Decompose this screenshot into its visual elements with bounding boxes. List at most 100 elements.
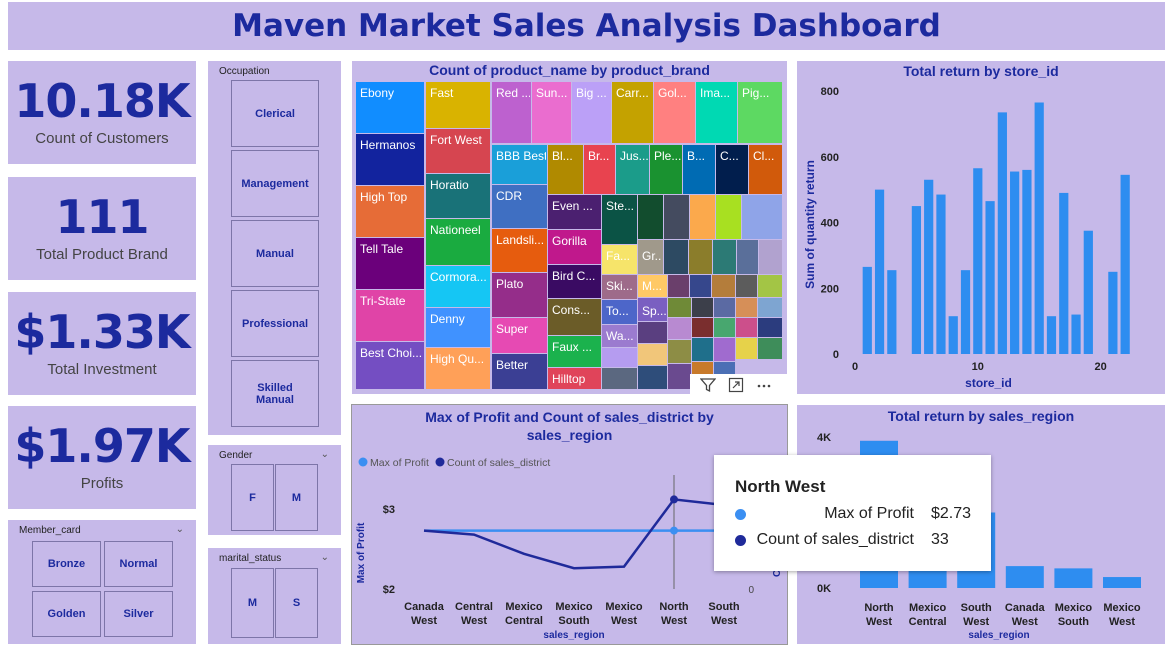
treemap-tile[interactable]	[668, 340, 691, 363]
treemap-tile[interactable]	[602, 300, 637, 324]
treemap-tile[interactable]	[492, 82, 531, 143]
occupation-option-manual[interactable]: Manual	[231, 220, 319, 287]
region-bar[interactable]	[1054, 568, 1093, 588]
treemap-tile[interactable]	[690, 195, 715, 239]
treemap-tile[interactable]	[736, 298, 757, 317]
focus-mode-icon[interactable]	[728, 377, 744, 393]
treemap-tile[interactable]	[616, 145, 649, 194]
treemap-tile[interactable]	[492, 185, 547, 228]
treemap-tile[interactable]	[426, 219, 490, 265]
treemap-tile[interactable]	[668, 298, 691, 317]
treemap-tile[interactable]	[426, 174, 490, 218]
kpi-card-customers[interactable]: 10.18K Count of Customers	[8, 61, 196, 164]
occupation-option-management[interactable]: Management	[231, 150, 319, 217]
treemap-tile[interactable]	[758, 275, 782, 297]
treemap-tile[interactable]	[602, 275, 637, 299]
marital-option-s[interactable]: S	[275, 568, 318, 638]
store-bar[interactable]	[1010, 171, 1020, 354]
store-bar[interactable]	[1034, 102, 1044, 354]
treemap-tile[interactable]	[638, 298, 667, 321]
legend-label[interactable]: Count of sales_district	[447, 457, 550, 469]
treemap-tile[interactable]	[426, 308, 490, 347]
series-point[interactable]	[670, 526, 678, 535]
kpi-card-profits[interactable]: $1.97K Profits	[8, 406, 196, 509]
treemap-tile[interactable]	[736, 318, 757, 337]
treemap-tile[interactable]	[749, 145, 782, 194]
treemap-tile[interactable]	[714, 338, 735, 361]
region-bar[interactable]	[1103, 577, 1141, 588]
treemap-tile[interactable]	[492, 229, 547, 272]
kpi-card-product-brand[interactable]: 111 Total Product Brand	[8, 177, 196, 280]
kpi-card-investment[interactable]: $1.33K Total Investment	[8, 292, 196, 395]
store-bar[interactable]	[997, 112, 1007, 355]
treemap-tile[interactable]	[650, 145, 682, 194]
treemap-tile[interactable]	[356, 238, 424, 289]
treemap-tile[interactable]	[638, 240, 663, 274]
treemap-tile[interactable]	[668, 364, 691, 389]
treemap-tile[interactable]	[532, 82, 571, 143]
occupation-option-professional[interactable]: Professional	[231, 290, 319, 357]
treemap-tile[interactable]	[716, 195, 741, 239]
store-bar[interactable]	[1022, 169, 1032, 354]
treemap-tile[interactable]	[742, 195, 782, 239]
treemap-tile[interactable]	[712, 275, 735, 297]
store-bar[interactable]	[1046, 316, 1057, 354]
treemap-tile[interactable]	[714, 318, 735, 337]
treemap-tile[interactable]	[356, 342, 424, 389]
treemap-tile[interactable]	[572, 82, 611, 143]
gender-option-f[interactable]: F	[231, 464, 274, 531]
store-bar[interactable]	[1071, 314, 1081, 354]
treemap-tile[interactable]	[664, 240, 688, 274]
treemap-tile[interactable]	[548, 230, 601, 264]
treemap-tile[interactable]	[356, 134, 424, 185]
treemap-tile[interactable]	[758, 338, 782, 359]
store-return-chart[interactable]: Total return by store_id 0 200 400 600 800 0 1…	[797, 61, 1165, 394]
treemap-tile[interactable]	[492, 354, 547, 389]
treemap-tile[interactable]	[713, 240, 736, 274]
treemap-tile[interactable]	[638, 366, 667, 389]
treemap-tile[interactable]	[426, 82, 490, 128]
series-line-count-district[interactable]	[423, 498, 725, 570]
treemap-tile[interactable]	[548, 336, 601, 367]
treemap-tile[interactable]	[714, 298, 735, 317]
treemap-tile[interactable]	[690, 275, 711, 297]
treemap-tile[interactable]	[716, 145, 748, 194]
treemap-tile[interactable]	[492, 145, 547, 184]
store-bar[interactable]	[1083, 230, 1093, 354]
treemap-tile[interactable]	[692, 298, 713, 317]
member-card-option-normal[interactable]: Normal	[104, 541, 173, 587]
store-bar[interactable]	[960, 270, 971, 354]
store-bar[interactable]	[985, 201, 995, 354]
treemap-tile[interactable]	[736, 275, 757, 297]
store-bar[interactable]	[1059, 192, 1069, 354]
treemap-tile[interactable]	[548, 368, 601, 389]
treemap-tile[interactable]	[548, 265, 601, 298]
gender-option-m[interactable]: M	[275, 464, 318, 531]
treemap-tile[interactable]	[638, 322, 667, 343]
occupation-option-clerical[interactable]: Clerical	[231, 80, 319, 147]
treemap-tile[interactable]	[602, 325, 637, 347]
treemap-tile[interactable]	[356, 186, 424, 237]
treemap-tile[interactable]	[758, 318, 782, 337]
treemap-tile[interactable]	[692, 318, 713, 337]
treemap-tile[interactable]	[548, 145, 583, 194]
marital-option-m[interactable]: M	[231, 568, 274, 638]
store-bar[interactable]	[948, 316, 958, 354]
member-card-option-silver[interactable]: Silver	[104, 591, 173, 637]
filter-icon[interactable]	[700, 377, 716, 393]
treemap-tile[interactable]	[638, 275, 667, 297]
treemap-tile[interactable]	[602, 368, 637, 389]
treemap-tile[interactable]	[638, 344, 667, 365]
legend-label[interactable]: Max of Profit	[370, 457, 429, 469]
treemap-tile[interactable]	[758, 298, 782, 317]
treemap-tile[interactable]	[737, 240, 758, 274]
member-card-option-bronze[interactable]: Bronze	[32, 541, 101, 587]
chevron-down-icon[interactable]: ⌄	[320, 552, 329, 563]
treemap-tile[interactable]	[356, 290, 424, 341]
profit-line-chart[interactable]: Max of Profit and Count of sales_distric…	[351, 404, 788, 645]
store-bar[interactable]	[874, 189, 885, 354]
treemap-tile[interactable]	[426, 129, 490, 173]
treemap-tile[interactable]	[759, 240, 782, 274]
treemap-tile[interactable]	[584, 145, 615, 194]
treemap-tile[interactable]	[696, 82, 737, 143]
